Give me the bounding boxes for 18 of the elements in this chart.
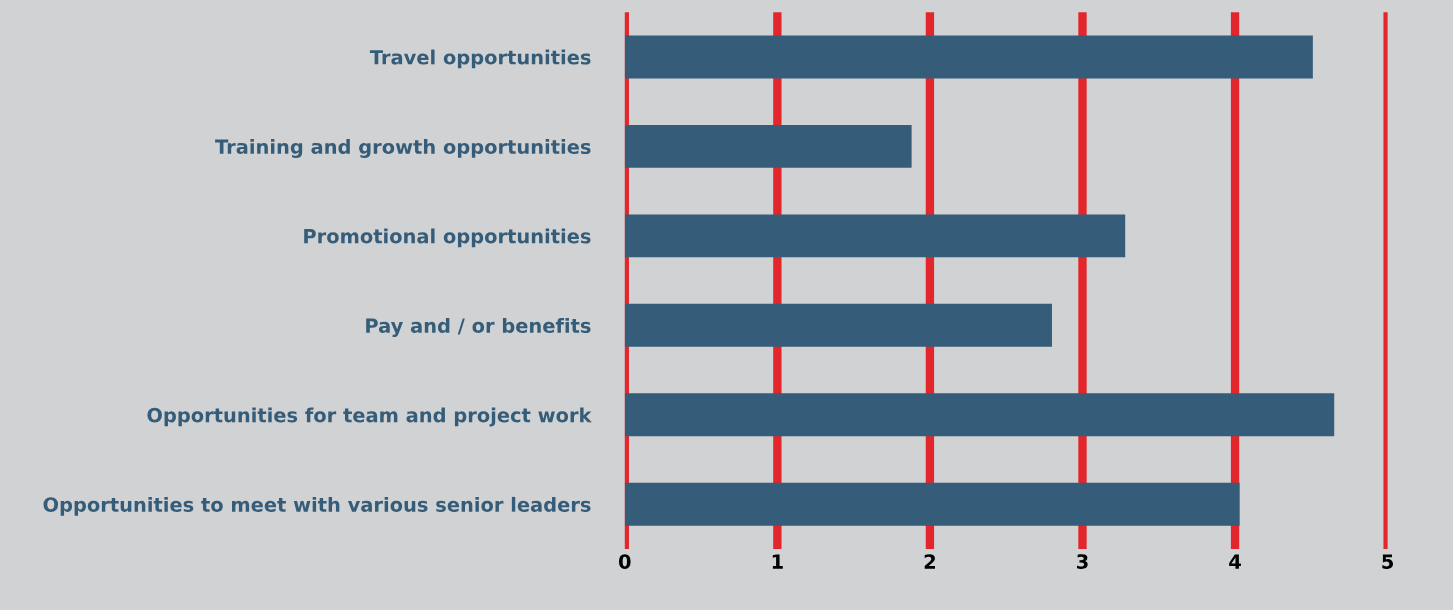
y-tick-label: Opportunities for team and project work [147,407,592,427]
bar [624,124,912,168]
x-tick-label: 1 [772,554,783,569]
y-tick-label: Opportunities to meet with various senior leaders [43,496,591,516]
y-tick-label: Training and growth opportunities [215,139,591,158]
y-tick-label: Pay and / or benefits [366,317,591,337]
y-tick-label: Promotional opportunities [304,228,591,248]
x-tick-label: 2 [924,554,935,569]
bar [624,35,1313,79]
bar [624,393,1335,437]
bar [624,303,1052,347]
y-tick-label: Travel opportunities [369,49,591,69]
x-tick-label: 0 [618,554,631,569]
bar [624,482,1240,526]
bar [624,214,1126,258]
x-tick-label: 3 [1077,554,1088,569]
x-tick-label: 5 [1382,554,1394,569]
x-tick-label: 4 [1229,554,1241,569]
